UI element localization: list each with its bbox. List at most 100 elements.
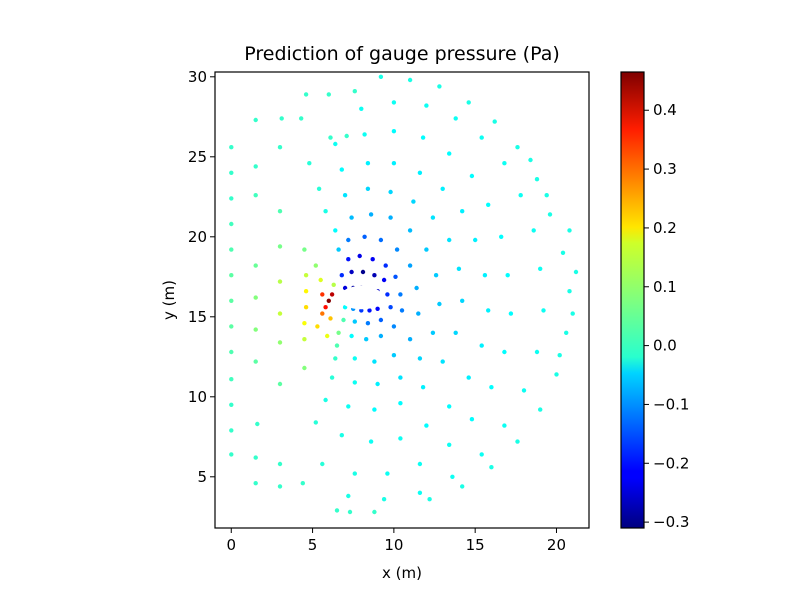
data-point — [365, 186, 371, 191]
data-point — [466, 375, 471, 380]
data-point — [342, 193, 348, 198]
airfoil-shape — [339, 285, 384, 310]
data-point — [253, 117, 258, 123]
data-point — [502, 161, 507, 166]
data-point — [424, 423, 429, 428]
data-point — [339, 273, 344, 278]
data-point — [349, 215, 354, 220]
data-point — [320, 461, 325, 467]
data-point — [547, 212, 553, 217]
data-point — [339, 433, 344, 438]
data-point — [277, 340, 283, 345]
data-point — [365, 321, 371, 326]
data-point — [388, 215, 393, 220]
x-tick-label: 0 — [226, 536, 236, 554]
colorbar-ticks: −0.3 −0.2 −0.1 0.0 0.1 0.2 0.3 0.4 — [644, 101, 689, 531]
data-point — [277, 311, 283, 316]
data-point — [277, 145, 283, 150]
data-point — [378, 333, 384, 339]
data-point — [505, 273, 510, 278]
data-point — [315, 324, 320, 329]
data-point — [326, 298, 331, 303]
data-point — [460, 484, 465, 489]
colorbar-tick-label: 0.4 — [653, 101, 677, 119]
colorbar-gradient — [621, 72, 644, 528]
data-point — [329, 292, 335, 297]
data-point — [521, 388, 527, 393]
data-point — [316, 186, 322, 191]
data-point — [253, 263, 258, 268]
data-point — [349, 269, 354, 275]
data-point — [318, 277, 323, 283]
data-point — [346, 237, 351, 243]
y-tick-label: 5 — [197, 468, 207, 486]
data-point — [370, 257, 375, 262]
data-point — [372, 407, 377, 412]
data-point — [279, 116, 284, 121]
data-point — [299, 116, 304, 121]
data-point — [359, 106, 364, 112]
data-point — [416, 311, 421, 316]
data-point — [567, 228, 572, 233]
colorbar-tick-label: −0.2 — [653, 454, 689, 472]
data-point — [515, 145, 520, 150]
data-point — [336, 330, 341, 335]
data-point — [393, 274, 398, 279]
data-point — [414, 285, 419, 291]
y-axis-label: y (m) — [160, 280, 178, 320]
colorbar-tick-label: −0.1 — [653, 395, 689, 413]
data-point — [229, 273, 234, 278]
data-point — [300, 481, 305, 486]
data-point — [417, 170, 423, 175]
data-point — [229, 247, 234, 252]
data-point — [320, 311, 325, 316]
data-point — [255, 421, 260, 427]
data-point — [229, 377, 234, 382]
data-point — [391, 129, 397, 134]
data-point — [277, 279, 283, 284]
data-point — [411, 199, 416, 204]
data-point — [528, 157, 533, 163]
data-point — [453, 330, 458, 335]
y-axis-ticks: 5 10 15 20 25 30 — [188, 68, 215, 486]
data-point — [447, 237, 452, 243]
data-point — [492, 119, 497, 124]
data-point — [430, 215, 436, 220]
data-point — [430, 330, 436, 335]
data-point — [420, 135, 426, 140]
data-point — [486, 308, 491, 313]
data-point — [398, 292, 403, 297]
data-point — [440, 359, 445, 364]
x-axis-label: x (m) — [382, 564, 422, 582]
data-point — [447, 442, 452, 447]
data-point — [531, 228, 536, 233]
data-point — [360, 269, 366, 275]
data-point — [303, 305, 309, 310]
data-point — [229, 452, 234, 457]
data-point — [303, 289, 309, 294]
data-point — [456, 266, 462, 271]
x-tick-label: 15 — [466, 536, 485, 554]
data-point — [328, 316, 333, 321]
x-axis-ticks: 0 5 10 15 20 — [226, 528, 566, 554]
data-point — [339, 167, 344, 172]
data-point — [372, 273, 377, 278]
data-point — [567, 289, 572, 294]
data-point — [277, 461, 283, 467]
data-point — [277, 381, 283, 387]
data-point — [347, 509, 353, 515]
data-point — [325, 333, 330, 339]
data-point — [518, 193, 523, 198]
data-point — [388, 305, 393, 310]
colorbar-tick-label: −0.3 — [653, 513, 689, 531]
data-point — [502, 423, 507, 428]
data-point — [375, 306, 380, 311]
data-point — [364, 337, 369, 342]
data-point — [303, 273, 309, 278]
data-point — [372, 509, 377, 515]
data-point — [466, 100, 471, 105]
data-point — [564, 330, 569, 335]
data-point — [357, 253, 362, 259]
data-point — [534, 177, 540, 182]
